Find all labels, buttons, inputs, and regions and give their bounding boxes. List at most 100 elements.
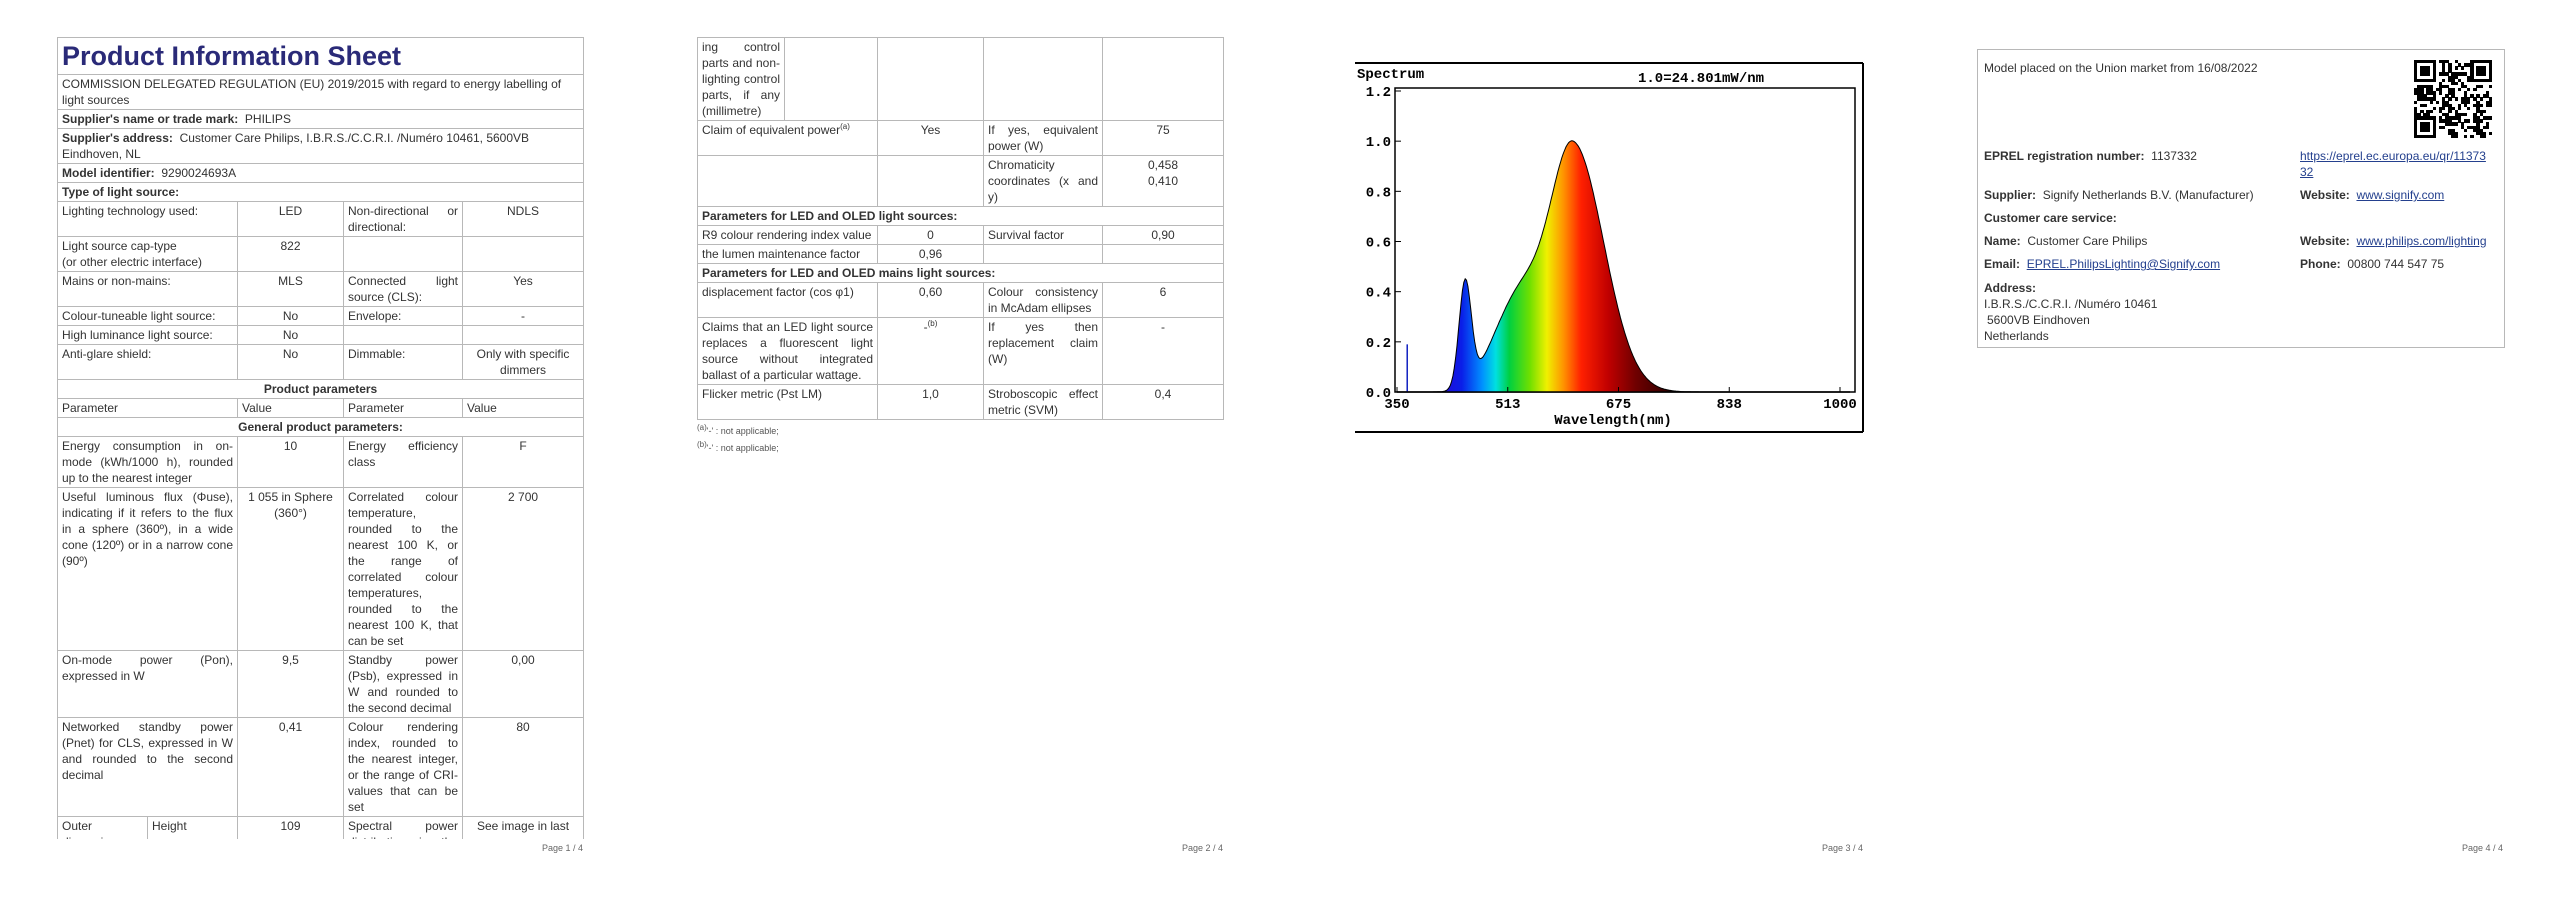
qr-module [2414,75,2418,79]
table-cell: LED [237,201,344,237]
table-row: On-mode power (Pon), expressed in W 9,5 St… [57,650,584,718]
qr-module [2423,97,2427,101]
table-row: Supplier's name or trade mark: PHILIPS [57,109,584,129]
qr-module [2445,103,2449,108]
field-label: Website: [2300,188,2350,202]
table-cell: No [237,325,344,345]
qr-module [2467,125,2471,129]
qr-module [2414,113,2418,117]
qr-module [2417,113,2421,117]
qr-module [2485,91,2490,95]
qr-module [2457,106,2462,111]
qr-module [2457,113,2462,117]
table-cell: Energy efficiency class [343,436,463,488]
qr-module [2473,113,2477,117]
qr-module [2457,88,2462,92]
qr-module [2435,100,2440,104]
qr-module [2429,60,2433,64]
qr-module [2420,69,2424,73]
y-tick-label: 0.8 [1366,185,1391,201]
qr-module [2476,94,2480,98]
qr-module [2463,72,2468,76]
info-value: 9290024693A [161,166,237,180]
x-axis-label: Wavelength(nm) [1554,413,1672,429]
qr-module [2438,116,2443,120]
qr-module [2454,97,2458,101]
qr-module [2454,122,2458,126]
y-tick-label: 0.0 [1366,386,1391,402]
field-value[interactable]: www.signify.com [2356,188,2445,202]
y-tick-label: 0.4 [1366,286,1391,302]
page-number: Page 4 / 4 [2461,843,2503,853]
qr-module [2423,72,2427,76]
qr-module [2414,60,2418,64]
field-value[interactable]: www.philips.com/lighting [2356,234,2487,248]
qr-module [2414,119,2418,123]
footnote-ref: (b) [927,319,938,328]
qr-module [2423,94,2427,98]
qr-module [2432,94,2437,98]
qr-module [2442,72,2446,76]
qr-module [2451,106,2455,111]
table-row: General product parameters: [57,417,584,437]
qr-module [2417,60,2421,64]
x-tick-label: 675 [1606,397,1631,413]
table-cell: Connected light source (CLS): [343,271,463,307]
qr-module [2420,78,2424,83]
qr-module [2414,122,2418,126]
table-cell: 1 055 in Sphere (360°) [237,487,344,651]
qr-module [2488,97,2493,101]
qr-module [2438,72,2443,76]
field-value[interactable]: https://eprel.ec.europa.eu/qr/1137332 [2300,149,2486,179]
qr-module [2457,78,2462,83]
table-cell: 0,458 0,410 [1102,155,1224,207]
qr-module [2432,131,2437,136]
table-cell: Parameter [343,398,463,418]
qr-module [2426,72,2430,76]
qr-module [2473,119,2477,123]
qr-module [2417,97,2421,101]
table-cell: NDLS [461,201,584,237]
qr-module [2429,97,2433,101]
table-row: Outer dimensions without separate contro… [57,816,584,839]
qr-module [2467,63,2471,67]
field-value[interactable]: EPREL.PhilipsLighting@Signify.com [2026,257,2221,271]
qr-module [2448,106,2452,111]
table-cell: If yes, equivalent power (W) [983,120,1103,156]
spectrum-image: Spectrum 1.0=24.801mW/nm 0.0 0.2 0.4 0.6 0.8 1.… [1355,62,1864,433]
qr-module [2451,94,2455,98]
qr-module [2445,60,2449,64]
table-cell: 2 700 [461,487,584,651]
table-cell: Yes [461,271,584,307]
qr-module [2414,128,2418,133]
qr-module [2432,63,2437,67]
qr-module [2482,72,2487,76]
qr-module [2482,78,2487,83]
qr-module [2445,122,2449,126]
qr-module [2476,100,2480,104]
table-cell: Product Information Sheet [57,37,584,75]
table-row: Parameters for LED and OLED light source… [697,206,1224,226]
table-cell: 0,60 [877,282,984,318]
table-cell: Colour consistency in McAdam ellipses [983,282,1103,318]
qr-module [2476,128,2480,133]
qr-module [2476,131,2480,136]
qr-module [2454,109,2458,114]
table-cell: Supplier's name or trade mark: PHILIPS [57,109,584,129]
qr-module [2426,66,2430,70]
qr-module [2463,97,2468,101]
qr-module [2470,94,2474,98]
qr-module [2488,100,2493,104]
table-cell: High luminance light source: [57,325,238,345]
qr-module [2426,97,2430,101]
qr-module [2488,72,2493,76]
qr-module [2423,103,2427,108]
table-cell: Flicker metric (Pst LM) [697,384,878,420]
qr-module [2482,69,2487,73]
qr-module [2488,84,2493,89]
qr-module [2448,119,2452,123]
table-cell: Energy consumption in on-mode (kWh/1000 … [57,436,238,488]
info-label: Model identifier: [62,166,155,180]
qr-module [2423,84,2427,89]
qr-module [2438,60,2443,64]
